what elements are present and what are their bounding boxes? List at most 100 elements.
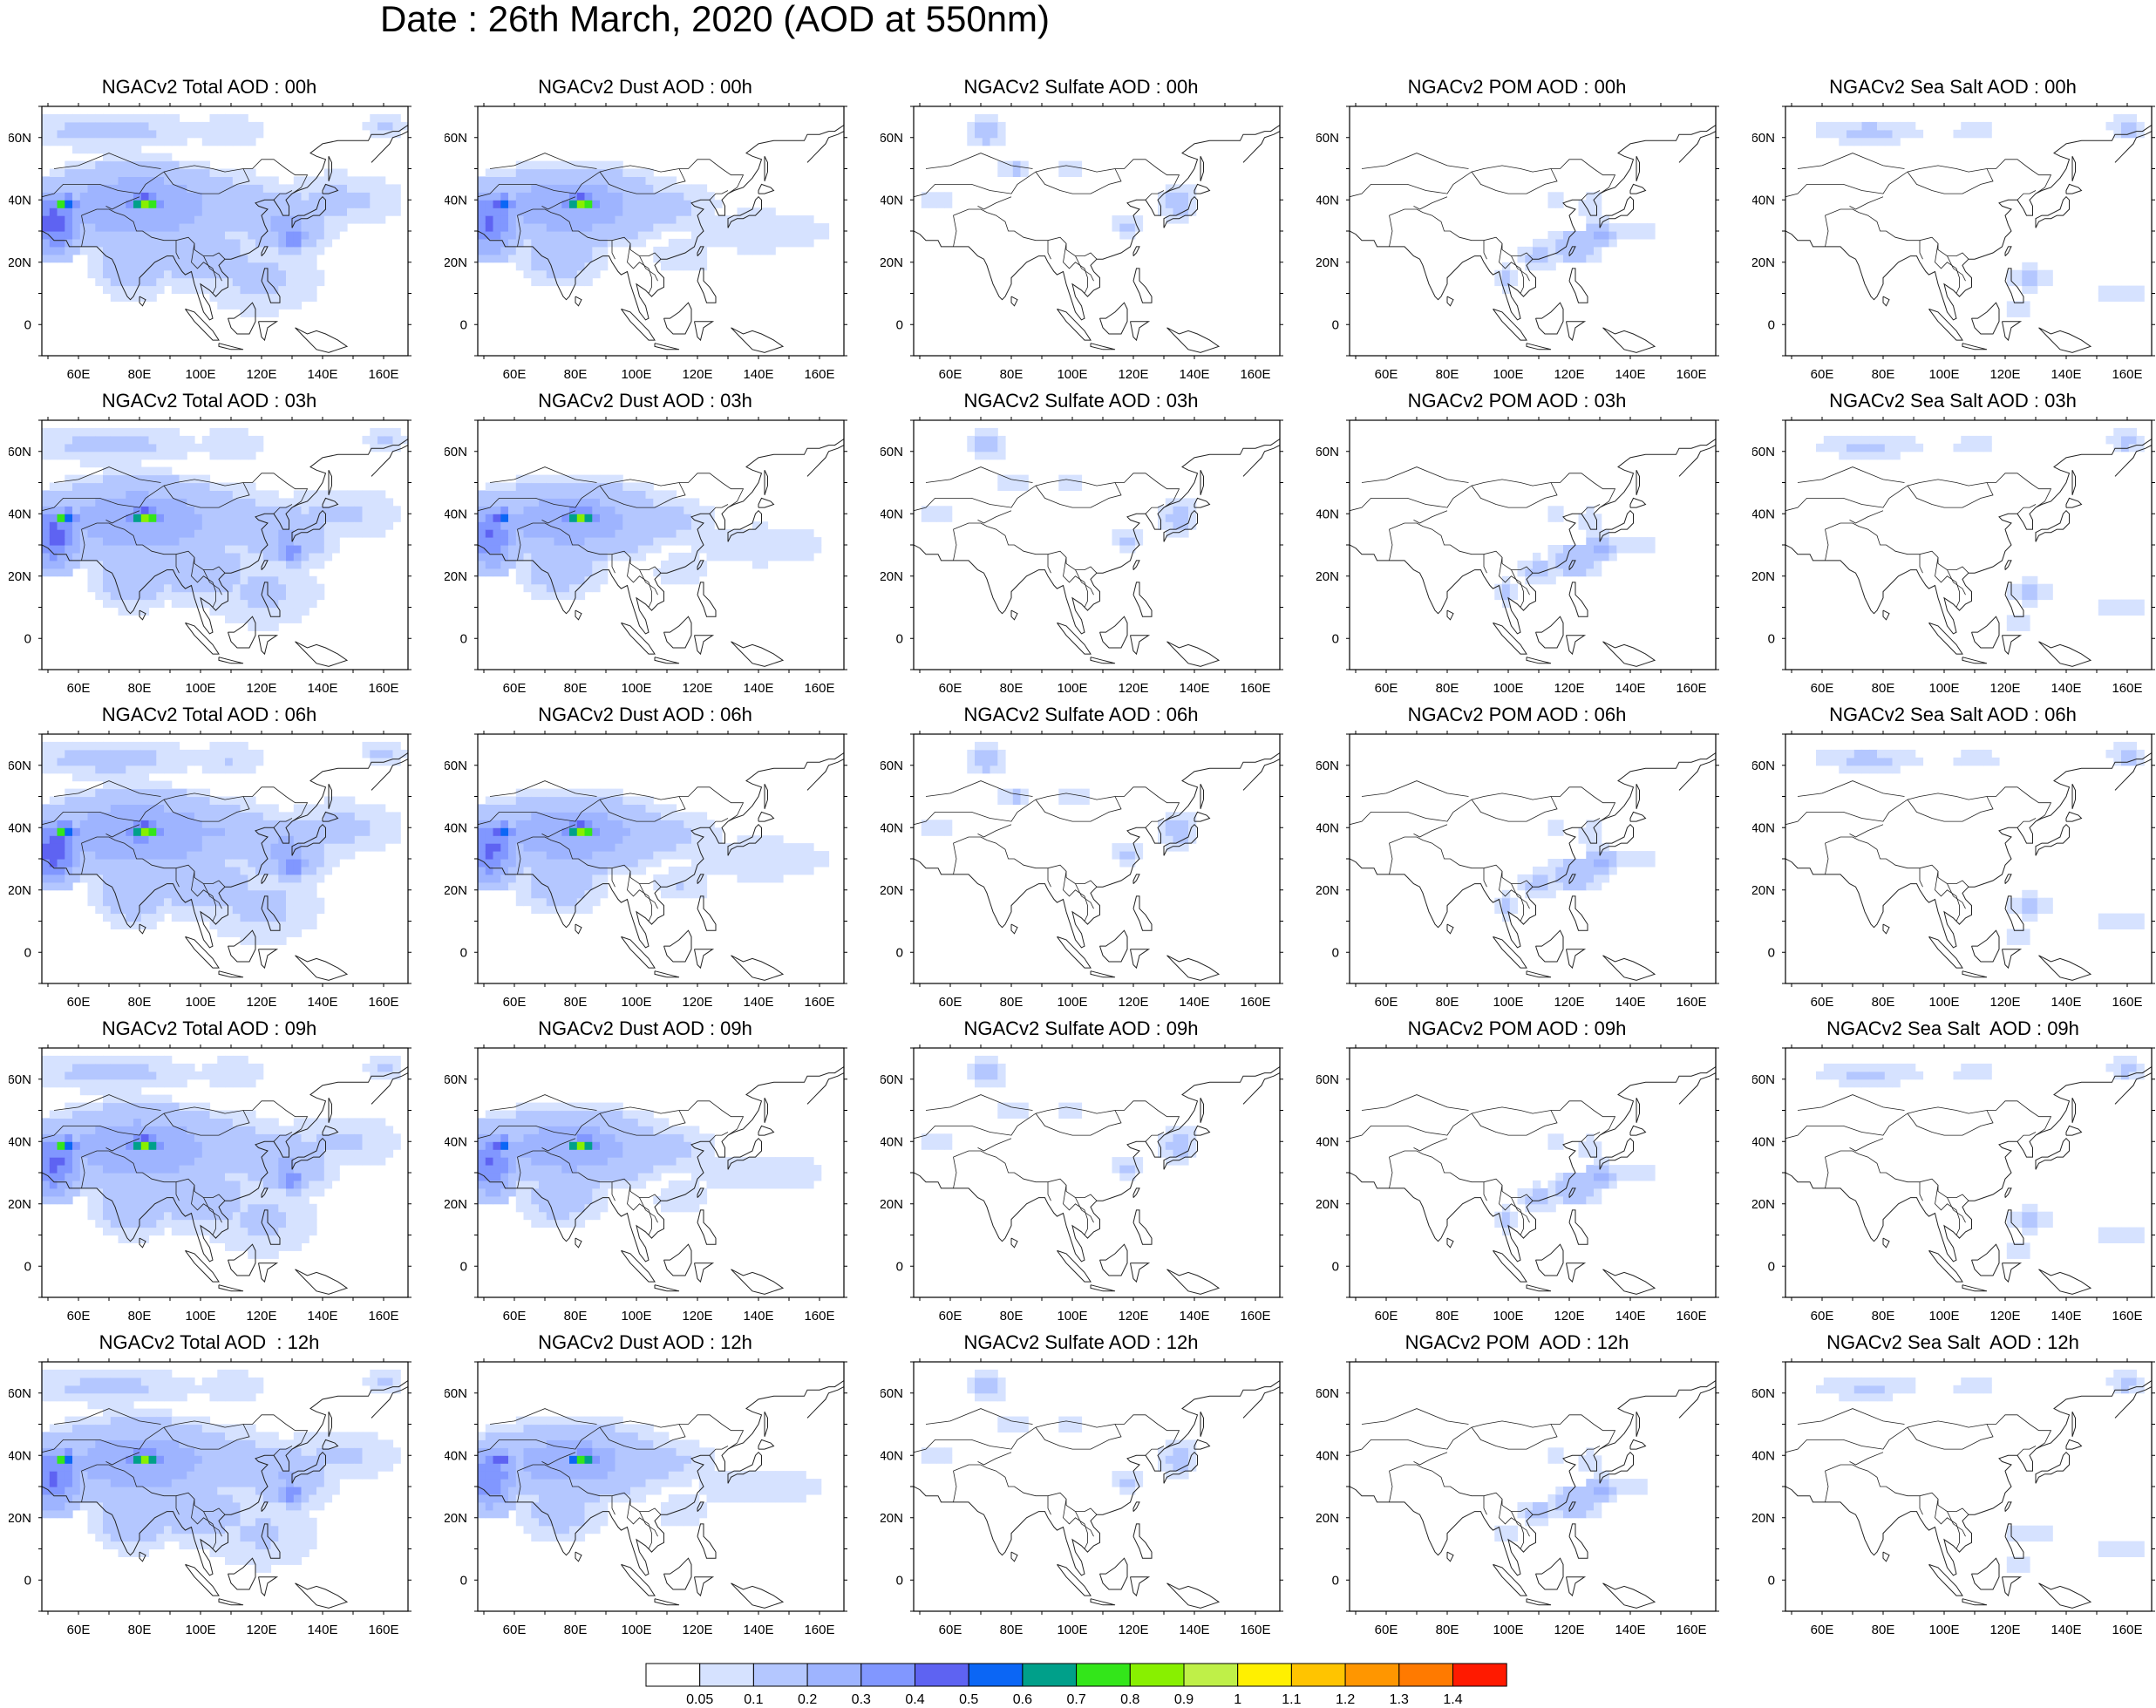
coastline (1091, 1285, 1115, 1291)
coastline (1883, 1238, 1889, 1248)
x-tick-label: 140E (307, 995, 337, 1010)
colorbar (645, 1663, 1517, 1689)
country-border (1472, 1111, 1557, 1136)
coastline (186, 936, 220, 968)
coastline (655, 344, 679, 350)
coastline (758, 1126, 774, 1135)
coastline (1011, 924, 1017, 934)
coastline (807, 1073, 844, 1105)
coastline (1929, 1250, 1963, 1282)
x-tick-label: 80E (564, 995, 588, 1010)
country-border (1390, 1151, 1534, 1201)
x-tick-label: 160E (368, 1309, 398, 1324)
x-tick-label: 100E (621, 1309, 651, 1324)
y-tick-label: 0 (460, 631, 467, 646)
coastline (1058, 1250, 1092, 1282)
x-tick-label: 160E (2112, 1309, 2142, 1324)
coastline (2039, 1269, 2091, 1295)
x-tick-label: 80E (1872, 995, 1895, 1010)
y-tick-label: 60N (881, 759, 903, 773)
country-border (1390, 215, 1393, 247)
coastline (1091, 657, 1115, 663)
coastline (259, 1263, 277, 1282)
map-frame (914, 1362, 1280, 1611)
coastline (2072, 1412, 2076, 1437)
x-tick-label: 80E (1436, 681, 1459, 696)
coastline (1447, 1238, 1453, 1248)
colorbar-label: 0.3 (844, 1692, 879, 1708)
coastline (296, 956, 348, 981)
coastline (1058, 623, 1092, 654)
country-border (1350, 160, 1615, 197)
x-tick-label: 60E (1811, 681, 1834, 696)
coastline (2003, 322, 2021, 340)
country-border (978, 511, 1012, 523)
coastline (1194, 1439, 1210, 1449)
coastline (2036, 511, 2070, 542)
country-border (2017, 1446, 2036, 1456)
x-tick-label: 160E (804, 367, 834, 382)
x-tick-label: 120E (246, 1623, 276, 1637)
x-tick-label: 160E (1676, 681, 1706, 696)
coastline (622, 309, 656, 340)
y-tick-label: 20N (445, 1511, 467, 1526)
y-tick-label: 20N (1316, 1511, 1339, 1526)
y-tick-label: 0 (24, 317, 31, 332)
coastline (622, 936, 656, 968)
x-tick-label: 140E (2051, 681, 2081, 696)
country-border (2017, 819, 2036, 828)
y-tick-label: 60N (9, 759, 31, 773)
coastline (2036, 197, 2070, 228)
country-border (1826, 1157, 1829, 1188)
coastline (807, 1387, 844, 1419)
coastline (1011, 1238, 1017, 1248)
coastline (1091, 971, 1115, 977)
x-tick-label: 140E (1615, 367, 1645, 382)
colorbar-label: 0.9 (1166, 1692, 1201, 1708)
x-tick-label: 140E (2051, 995, 2081, 1010)
coastline (2066, 1439, 2082, 1449)
x-tick-label: 100E (621, 681, 651, 696)
colorbar-swatch (700, 1664, 754, 1686)
x-tick-label: 140E (1179, 1309, 1209, 1324)
y-tick-label: 20N (9, 569, 31, 584)
country-border (1414, 1453, 1448, 1465)
coastline (1883, 610, 1889, 620)
colorbar-swatch (1077, 1664, 1131, 1686)
coastline (655, 657, 679, 663)
country-border (1826, 209, 1969, 259)
x-tick-label: 60E (503, 1623, 527, 1637)
y-tick-label: 0 (24, 945, 31, 960)
coastline (1131, 1263, 1149, 1282)
country-border (1362, 1409, 1469, 1425)
x-tick-label: 160E (1240, 1623, 1270, 1637)
x-tick-label: 60E (1375, 681, 1398, 696)
coastline (186, 623, 220, 654)
x-tick-label: 100E (185, 1623, 215, 1637)
coastline (1011, 296, 1017, 306)
x-tick-label: 100E (1057, 995, 1087, 1010)
country-border (1484, 868, 1487, 888)
y-tick-label: 20N (1752, 1197, 1775, 1212)
coastline (1569, 582, 1588, 616)
coastline (1131, 949, 1149, 968)
coastline (1133, 1188, 1139, 1198)
map-frame (1350, 420, 1716, 670)
x-tick-label: 60E (503, 367, 527, 382)
coastline (259, 1577, 277, 1596)
country-border (978, 197, 1012, 209)
country-border (1390, 523, 1534, 573)
coastline (1630, 1126, 1646, 1135)
y-tick-label: 40N (445, 1448, 467, 1463)
country-border (1472, 797, 1557, 822)
